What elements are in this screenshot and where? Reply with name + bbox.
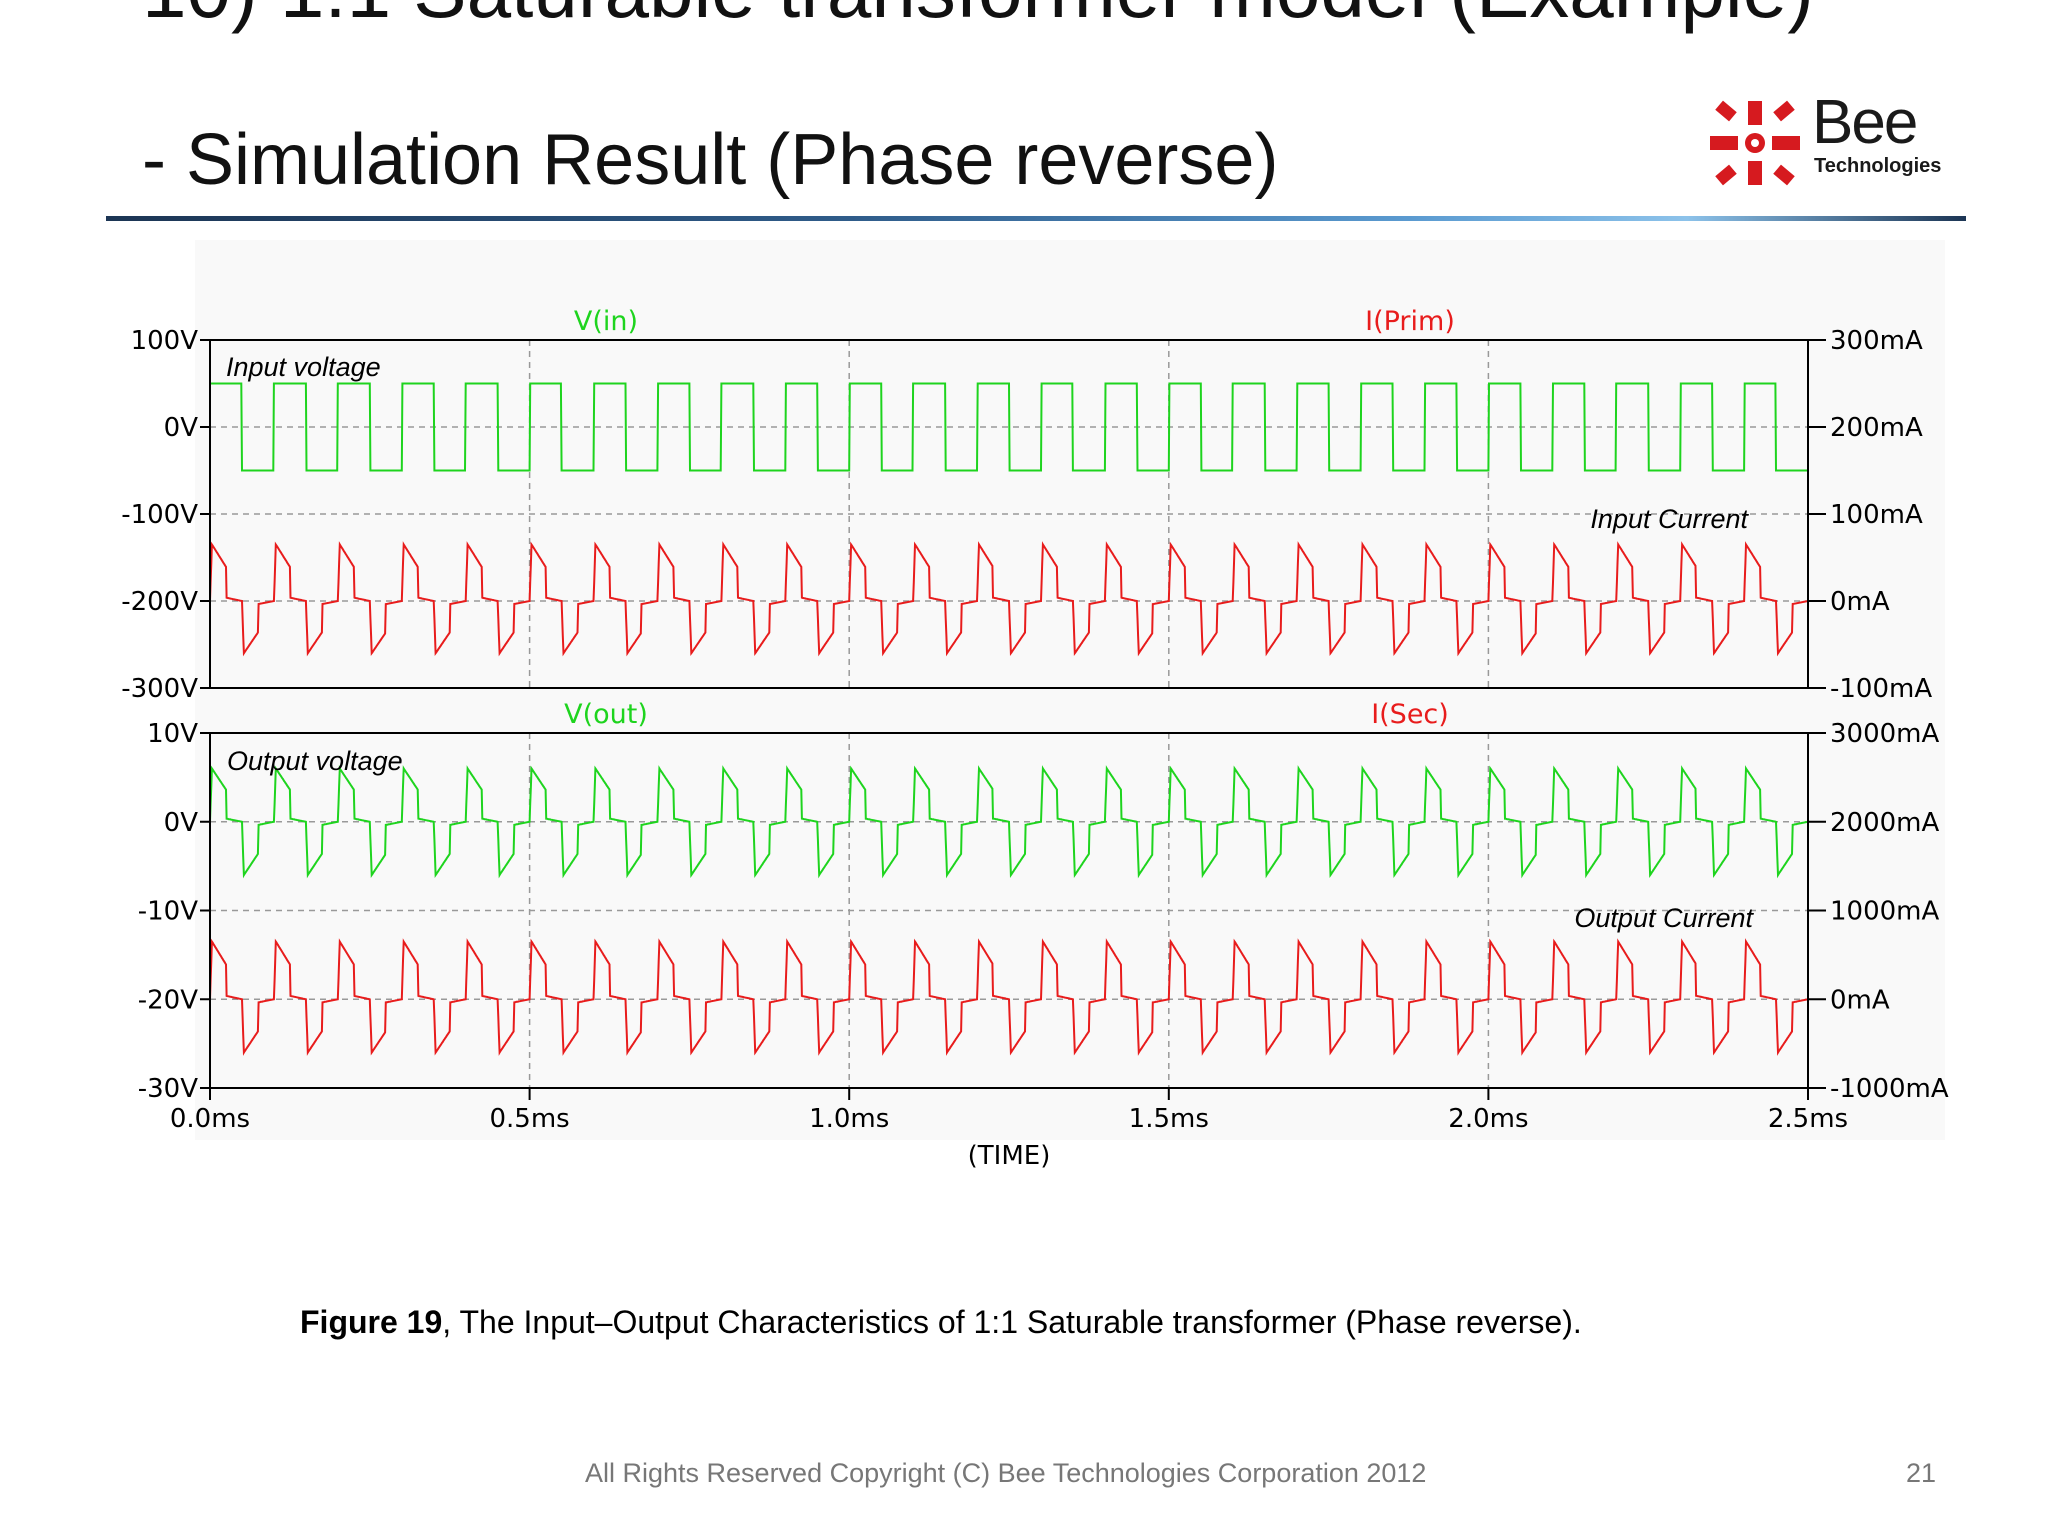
series-label: V(out) — [564, 699, 648, 730]
left-axis-tick-label: 0V — [164, 808, 199, 838]
x-axis-tick-label: 1.5ms — [1129, 1104, 1209, 1134]
slide-title-top: 10) 1:1 Saturable transformer model (Exa… — [142, 0, 1814, 30]
right-axis-tick-label: 0mA — [1830, 985, 1890, 1015]
title-divider — [106, 216, 1966, 221]
bee-star-icon — [1710, 100, 1800, 186]
slide-title: - Simulation Result (Phase reverse) — [142, 120, 1279, 200]
right-axis-tick-label: 1000mA — [1830, 897, 1939, 927]
x-axis-tick-label: 1.0ms — [809, 1104, 889, 1134]
right-axis-tick-label: 2000mA — [1830, 808, 1939, 838]
figure-number: Figure 19 — [300, 1304, 443, 1340]
company-logo: Bee Technologies — [1700, 92, 1960, 188]
left-axis-tick-label: -300V — [121, 674, 198, 704]
page-number: 21 — [1906, 1458, 1937, 1488]
plot-annotation: Output Current — [1574, 903, 1754, 933]
left-axis-tick-label: -20V — [138, 985, 198, 1015]
series-label: V(in) — [574, 306, 638, 337]
plot-annotation: Output voltage — [227, 746, 403, 776]
figure-caption-text: , The Input–Output Characteristics of 1:… — [442, 1304, 1582, 1340]
logo-subtitle: Technologies — [1814, 155, 1942, 177]
plot-annotation: Input voltage — [226, 352, 381, 382]
right-axis-tick-label: -1000mA — [1830, 1074, 1949, 1104]
x-axis-tick-label: 0.0ms — [170, 1104, 250, 1134]
right-axis-tick-label: -100mA — [1830, 674, 1932, 704]
right-axis-tick-label: 300mA — [1830, 326, 1923, 356]
left-axis-tick-label: -100V — [121, 500, 198, 530]
left-axis-tick-label: 10V — [147, 719, 198, 749]
plot-background — [195, 240, 1945, 1140]
trace-i-prim — [209, 541, 1809, 657]
trace-i-sec — [209, 938, 1809, 1056]
right-axis-tick-label: 100mA — [1830, 500, 1923, 530]
trace-v-out — [209, 765, 1809, 879]
right-axis-tick-label: 0mA — [1830, 587, 1890, 617]
x-axis-tick-label: 2.0ms — [1448, 1104, 1528, 1134]
left-axis-tick-label: -30V — [138, 1074, 198, 1104]
series-label: I(Sec) — [1371, 699, 1449, 730]
left-axis-tick-label: 0V — [164, 413, 199, 443]
left-axis-tick-label: 100V — [131, 326, 199, 356]
x-axis-label: (TIME) — [968, 1141, 1051, 1171]
copyright-footer: All Rights Reserved Copyright (C) Bee Te… — [585, 1458, 1427, 1488]
right-axis-tick-label: 200mA — [1830, 413, 1923, 443]
series-label: I(Prim) — [1365, 306, 1455, 337]
figure-caption: Figure 19, The Input–Output Characterist… — [300, 1302, 1582, 1342]
plot-annotation: Input Current — [1590, 504, 1749, 534]
left-axis-tick-label: -200V — [121, 587, 198, 617]
x-axis-tick-label: 0.5ms — [489, 1104, 569, 1134]
left-axis-tick-label: -10V — [138, 897, 198, 927]
trace-v-in — [210, 382, 1808, 472]
logo-wordmark: Bee — [1812, 88, 1918, 157]
right-axis-tick-label: 3000mA — [1830, 719, 1939, 749]
x-axis-tick-label: 2.5ms — [1768, 1104, 1848, 1134]
